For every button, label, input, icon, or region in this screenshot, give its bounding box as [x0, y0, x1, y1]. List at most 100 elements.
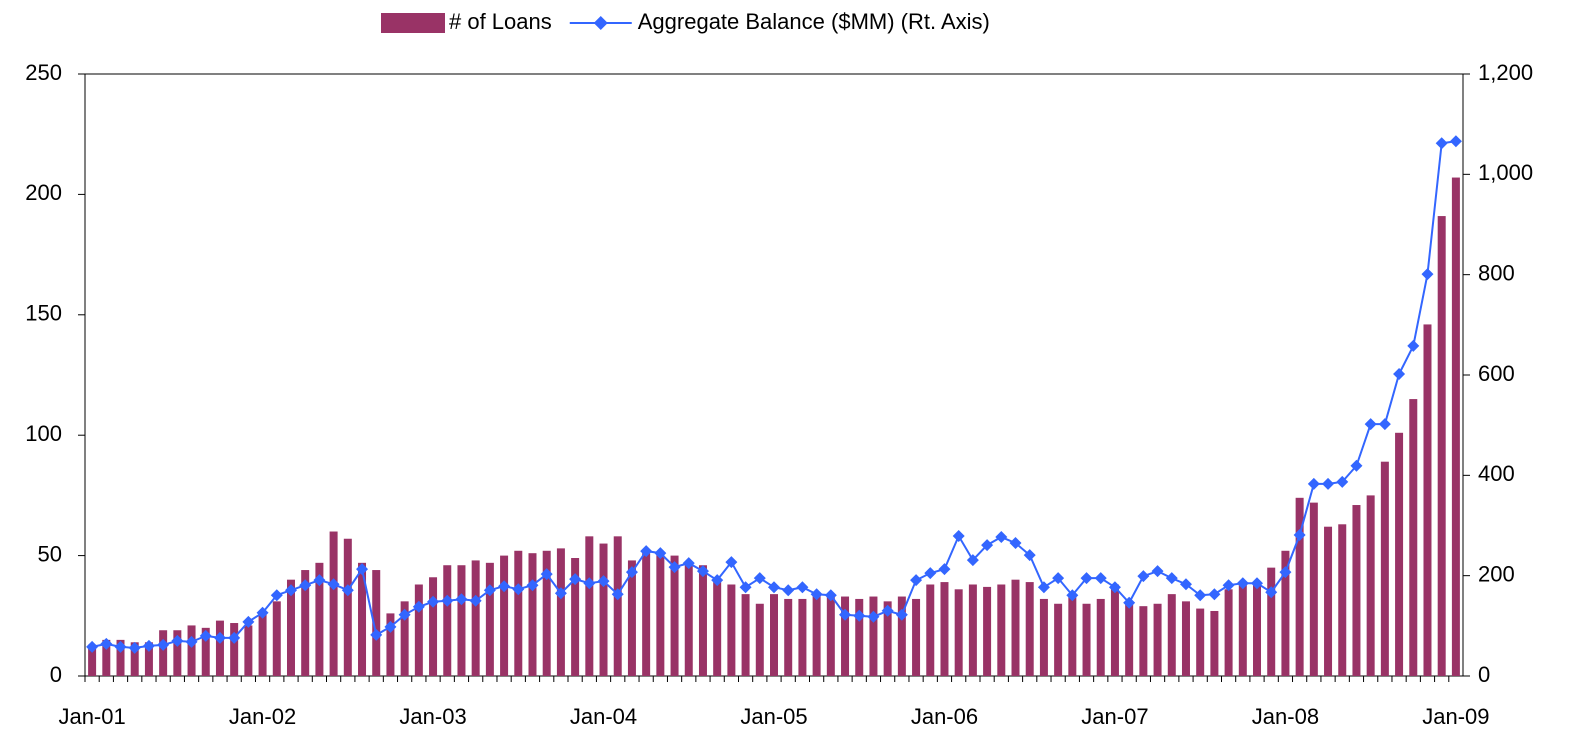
bar: [1125, 601, 1134, 676]
line-marker: [1407, 339, 1420, 352]
bar: [1423, 324, 1432, 676]
x-tick-label: Jan-03: [399, 704, 466, 729]
line-marker: [142, 639, 155, 652]
line-marker: [256, 606, 269, 619]
bar: [301, 570, 310, 676]
bar: [230, 623, 239, 676]
line-marker: [1236, 577, 1249, 590]
y-tick-label: 150: [25, 301, 62, 326]
line-marker: [682, 557, 695, 570]
bar: [968, 584, 977, 676]
bar: [315, 562, 324, 676]
line-marker: [199, 629, 212, 642]
line-marker: [469, 594, 482, 607]
line-marker: [512, 583, 525, 596]
line-marker: [213, 631, 226, 644]
line-marker: [1208, 588, 1221, 601]
bar: [741, 594, 750, 676]
y2-tick-label: 1,200: [1478, 60, 1533, 85]
bar: [784, 598, 793, 676]
line-marker: [284, 584, 297, 597]
bar: [1196, 608, 1205, 676]
bar: [1324, 526, 1333, 676]
y-tick-label: 0: [50, 662, 62, 687]
bar: [698, 565, 707, 676]
line-marker: [1435, 137, 1448, 150]
line-marker: [981, 539, 994, 552]
line-marker: [796, 581, 809, 594]
line-marker: [725, 556, 738, 569]
bar: [1238, 584, 1247, 676]
line-marker: [839, 608, 852, 621]
bar: [372, 570, 381, 676]
bar: [897, 596, 906, 676]
line-marker: [1052, 572, 1065, 585]
bar: [429, 577, 438, 676]
bar: [1281, 550, 1290, 676]
bar: [1167, 594, 1176, 676]
line-marker: [1293, 529, 1306, 542]
bar: [727, 584, 736, 676]
line-marker: [1094, 572, 1107, 585]
line-marker: [483, 584, 496, 597]
bar: [542, 550, 551, 676]
bar: [500, 555, 509, 676]
line-marker: [696, 565, 709, 578]
line-marker: [1037, 581, 1050, 594]
bar: [855, 598, 864, 676]
bar: [912, 598, 921, 676]
y-tick-label: 250: [25, 60, 62, 85]
bar: [798, 598, 807, 676]
line-marker: [299, 579, 312, 592]
bar: [997, 584, 1006, 676]
bar: [485, 562, 494, 676]
line-marker: [1251, 577, 1264, 590]
bar: [159, 630, 168, 676]
bar: [116, 639, 125, 676]
bar: [1352, 505, 1361, 676]
line-marker: [1009, 537, 1022, 550]
bar: [1082, 603, 1091, 676]
line-marker: [824, 589, 837, 602]
line-marker: [540, 568, 553, 581]
bar: [358, 562, 367, 676]
x-tick-label: Jan-05: [740, 704, 807, 729]
line-marker: [1151, 565, 1164, 578]
line-marker: [995, 531, 1008, 544]
line-marker: [668, 561, 681, 574]
line-marker: [526, 579, 539, 592]
line-marker: [1322, 477, 1335, 490]
bar: [343, 538, 352, 676]
bar: [244, 625, 253, 676]
bar: [841, 596, 850, 676]
x-tick-label: Jan-06: [911, 704, 978, 729]
bar: [755, 603, 764, 676]
bar: [1366, 495, 1375, 676]
bar: [173, 630, 182, 676]
line-marker: [441, 594, 454, 607]
line-marker: [185, 635, 198, 648]
line-marker: [853, 609, 866, 622]
bar: [528, 553, 537, 676]
y-tick-label: 50: [38, 541, 62, 566]
bar: [585, 536, 594, 676]
line-marker: [1336, 475, 1349, 488]
x-tick-label: Jan-04: [570, 704, 637, 729]
bar: [1295, 497, 1304, 676]
line-marker: [370, 628, 383, 641]
bar: [869, 596, 878, 676]
bar: [926, 584, 935, 676]
bar: [556, 548, 565, 676]
bar: [940, 582, 949, 676]
line-marker: [100, 637, 113, 650]
bar: [656, 553, 665, 676]
line-marker: [569, 573, 582, 586]
line-marker: [313, 574, 326, 587]
line-marker: [867, 610, 880, 623]
line-marker: [768, 581, 780, 594]
line-marker: [611, 588, 624, 601]
y2-tick-label: 0: [1478, 662, 1490, 687]
line-marker: [356, 563, 369, 576]
bar: [1054, 603, 1063, 676]
